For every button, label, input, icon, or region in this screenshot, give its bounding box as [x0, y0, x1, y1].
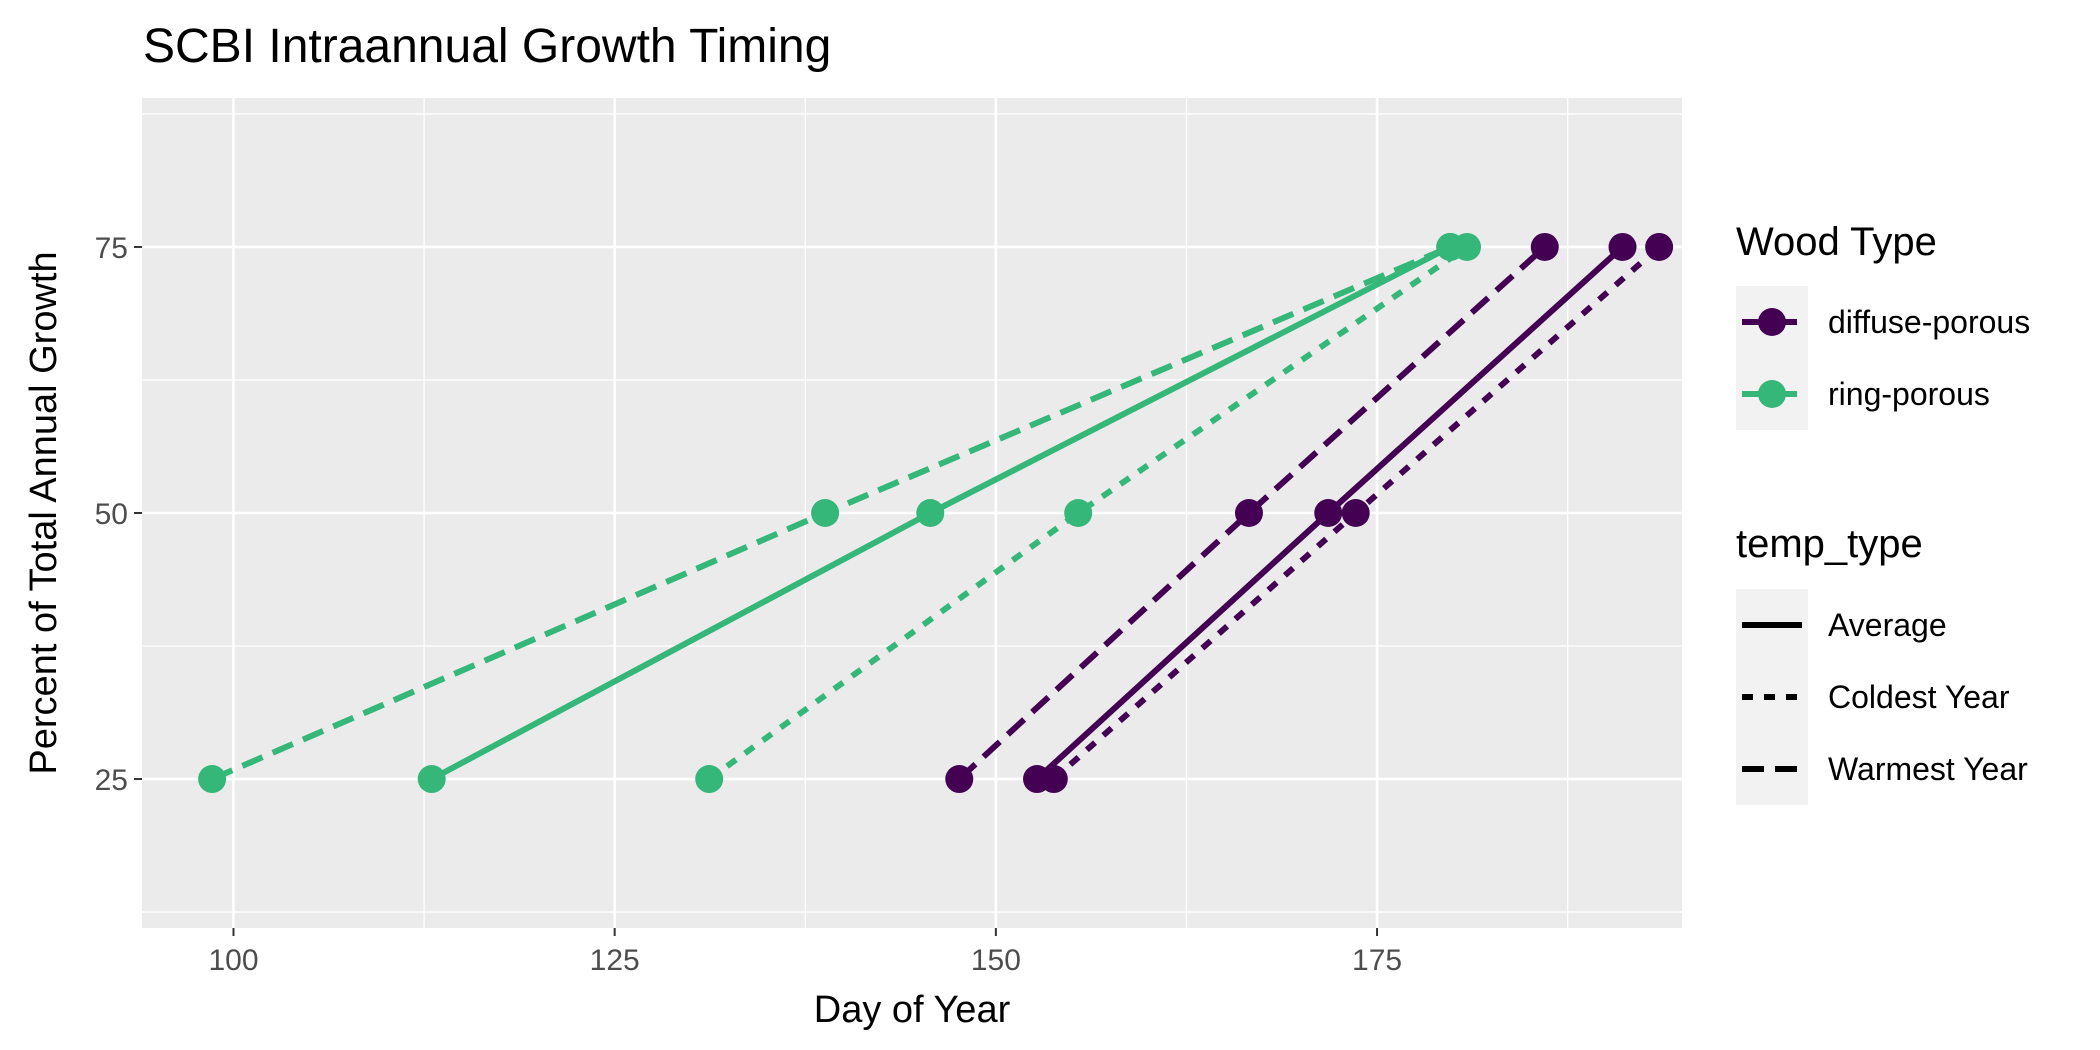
series-diffuse-porous-coldest-year [1039, 232, 1674, 794]
data-point [1530, 232, 1559, 261]
data-point [417, 765, 446, 794]
legend-item-diffuse-porous: diffuse-porous [1736, 286, 2030, 358]
data-point [198, 765, 227, 794]
x-axis-title: Day of Year [814, 989, 1011, 1031]
legend-label: Average [1828, 607, 1947, 643]
data-point [1234, 499, 1263, 527]
legend-label: Warmest Year [1828, 751, 2028, 787]
data-point [1645, 232, 1674, 261]
data-point [1341, 499, 1370, 527]
legend-title-temp-type: temp_type [1736, 522, 1923, 566]
legend-label: diffuse-porous [1828, 304, 2030, 340]
series-ring-porous-coldest-year [695, 232, 1482, 794]
legend-item-ring-porous: ring-porous [1736, 358, 1990, 430]
data-point [945, 765, 974, 794]
data-point [1039, 765, 1068, 794]
data-point [1064, 499, 1093, 527]
chart-title: SCBI Intraannual Growth Timing [143, 20, 831, 73]
y-tick-label: 25 [95, 764, 128, 797]
legend-label: Coldest Year [1828, 679, 2010, 715]
legend-item-coldest-year: Coldest Year [1736, 661, 2010, 733]
data-point [916, 499, 945, 527]
data-point [1453, 232, 1482, 261]
x-tick-label: 100 [208, 944, 258, 977]
x-tick-label: 150 [971, 944, 1021, 977]
legend-key-point [1758, 380, 1786, 408]
series-diffuse-porous-warmest-year [945, 232, 1559, 794]
x-tick-label: 175 [1352, 944, 1402, 977]
x-tick-label: 125 [590, 944, 640, 977]
legend-item-warmest-year: Warmest Year [1736, 733, 2028, 805]
data-point [1608, 232, 1637, 261]
data-point [695, 765, 724, 794]
legend-item-average: Average [1736, 589, 1947, 661]
legend: Wood Type diffuse-porous ring-porous temp_t… [1736, 220, 2030, 805]
legend-label: ring-porous [1828, 376, 1990, 412]
y-axis-title: Percent of Total Annual Growth [23, 251, 65, 774]
data-point [1314, 499, 1343, 527]
legend-key-point [1758, 308, 1786, 336]
y-tick-label: 75 [95, 232, 128, 265]
legend-title-wood-type: Wood Type [1736, 220, 1937, 264]
data-point [811, 499, 840, 527]
y-tick-label: 50 [95, 498, 128, 531]
